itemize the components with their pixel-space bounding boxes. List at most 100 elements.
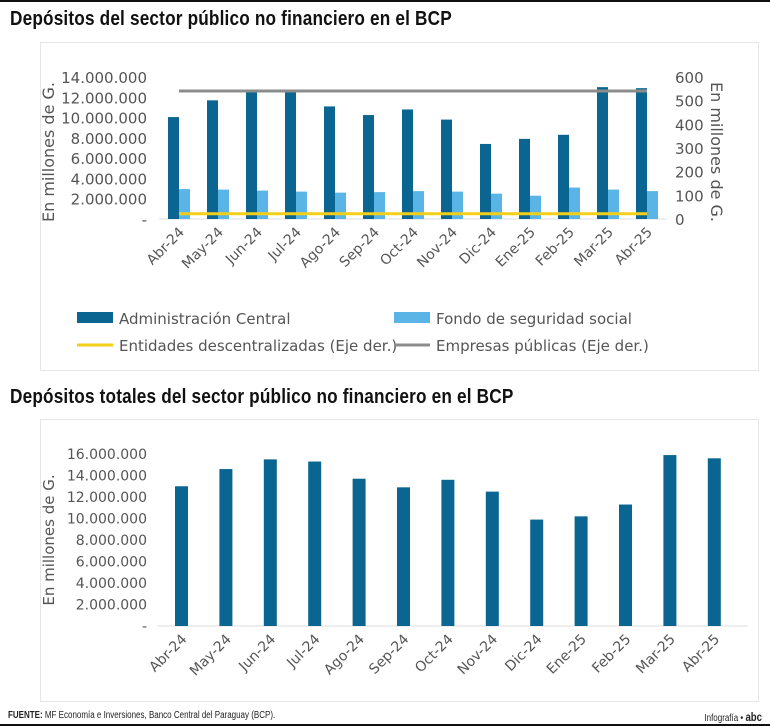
x-tick-label: May-24 bbox=[187, 631, 235, 679]
bar-total bbox=[485, 491, 499, 626]
bar-administracion-central bbox=[402, 109, 413, 219]
bar-total bbox=[441, 479, 455, 626]
y-tick-label: 6.000.000 bbox=[71, 150, 147, 168]
credit-text: Infografía • bbox=[704, 713, 744, 724]
x-tick-label: Oct-24 bbox=[377, 224, 422, 269]
bar-administracion-central bbox=[207, 100, 218, 219]
bar-fondo-seguridad-social bbox=[647, 191, 658, 219]
bar-administracion-central bbox=[519, 138, 530, 219]
bar-fondo-seguridad-social bbox=[335, 192, 346, 219]
source-text: MF Economía e Inversiones, Banco Central… bbox=[42, 710, 276, 721]
x-tick-label: Ago-24 bbox=[297, 224, 344, 271]
legend-label: Administración Central bbox=[119, 310, 291, 328]
x-tick-label: Ago-24 bbox=[321, 631, 368, 678]
x-tick-label: Feb-25 bbox=[589, 632, 634, 677]
bar-administracion-central bbox=[597, 87, 608, 219]
bar-administracion-central bbox=[441, 119, 452, 219]
chart2-panel: - 2.000.000 4.000.000 6.000.000 8.000.000 10.… bbox=[40, 419, 759, 702]
bar-administracion-central bbox=[480, 143, 491, 219]
bar-fondo-seguridad-social bbox=[452, 191, 463, 219]
y-axis-label: En millones de G. bbox=[41, 82, 58, 222]
chart1-svg: - 2.000.000 4.000.000 6.000.000 8.000.000 10.… bbox=[39, 69, 726, 355]
bar-fondo-seguridad-social bbox=[569, 187, 580, 219]
x-tick-label: Nov-24 bbox=[414, 224, 461, 271]
y-tick-label: 4.000.000 bbox=[71, 170, 147, 188]
x-tick-label: Abr-25 bbox=[679, 632, 723, 676]
bar-fondo-seguridad-social bbox=[608, 189, 619, 219]
bar-administracion-central bbox=[168, 117, 179, 219]
y-tick-label: 10.000.000 bbox=[61, 110, 147, 128]
x-tick-label: Dic-24 bbox=[502, 631, 545, 674]
y-tick-label: 14.000.000 bbox=[61, 69, 147, 87]
bar-fondo-seguridad-social bbox=[491, 193, 502, 219]
x-tick-label: Nov-24 bbox=[455, 631, 502, 678]
x-tick-label: Abr-25 bbox=[612, 225, 656, 269]
x-tick-label: Feb-25 bbox=[533, 225, 578, 270]
y-right-tick-label: 500 bbox=[675, 93, 704, 111]
credit: Infografía • abc bbox=[704, 710, 762, 724]
x-tick-label: Ene-25 bbox=[544, 632, 590, 678]
y-tick-label: - bbox=[142, 619, 147, 635]
bar-fondo-seguridad-social bbox=[374, 192, 385, 219]
y-tick-label: 2.000.000 bbox=[71, 191, 147, 209]
bar-total bbox=[308, 461, 322, 626]
y-tick-label: 8.000.000 bbox=[71, 130, 147, 148]
x-tick-label: Jul-24 bbox=[283, 631, 323, 671]
bar-administracion-central bbox=[558, 134, 569, 219]
y-tick-label: 10.000.000 bbox=[67, 512, 147, 528]
x-tick-label: Ene-25 bbox=[493, 225, 539, 271]
bar-total bbox=[397, 487, 410, 626]
x-tick-label: Jun-24 bbox=[222, 224, 266, 268]
chart1-title: Depósitos del sector público no financie… bbox=[10, 8, 452, 30]
x-tick-label: Sep-24 bbox=[337, 224, 383, 270]
y-right-tick-label: 400 bbox=[675, 116, 704, 134]
y-right-tick-label: 0 bbox=[675, 211, 685, 229]
bar-administracion-central bbox=[324, 106, 335, 219]
y-tick-label: 6.000.000 bbox=[76, 555, 147, 571]
y-tick-label: 2.000.000 bbox=[76, 598, 147, 614]
y-axis-label: En millones de G. bbox=[41, 474, 58, 605]
y-right-tick-label: 300 bbox=[675, 140, 704, 158]
x-tick-label: Mar-25 bbox=[633, 632, 679, 678]
bar-total bbox=[619, 504, 632, 626]
bar-total bbox=[263, 459, 277, 626]
bar-total bbox=[663, 455, 677, 626]
y-right-tick-label: 100 bbox=[675, 187, 704, 205]
chart1-panel: - 2.000.000 4.000.000 6.000.000 8.000.000 10.… bbox=[39, 42, 759, 371]
bar-fondo-seguridad-social bbox=[218, 189, 229, 219]
y-tick-label: 16.000.000 bbox=[67, 447, 147, 463]
legend-swatch bbox=[77, 312, 113, 323]
bar-fondo-seguridad-social bbox=[257, 190, 268, 219]
y-tick-label: 8.000.000 bbox=[76, 533, 147, 549]
chart2-svg: - 2.000.000 4.000.000 6.000.000 8.000.000 10.… bbox=[40, 447, 748, 679]
y-tick-label: 14.000.000 bbox=[67, 469, 147, 485]
y-tick-label: 4.000.000 bbox=[76, 576, 147, 592]
y-right-tick-label: 600 bbox=[675, 69, 704, 87]
bar-fondo-seguridad-social bbox=[179, 189, 190, 219]
bar-total bbox=[530, 519, 544, 626]
y-tick-label: 12.000.000 bbox=[61, 89, 147, 107]
bar-administracion-central bbox=[363, 115, 374, 219]
source-note: FUENTE: MF Economía e Inversiones, Banco… bbox=[8, 710, 275, 721]
bar-total bbox=[219, 469, 233, 626]
bar-fondo-seguridad-social bbox=[413, 191, 424, 219]
source-label: FUENTE: bbox=[8, 710, 43, 721]
bar-administracion-central bbox=[636, 88, 647, 220]
bar-total bbox=[175, 486, 188, 626]
x-tick-label: Sep-24 bbox=[366, 631, 412, 677]
y-tick-label: - bbox=[142, 211, 147, 229]
bar-fondo-seguridad-social bbox=[296, 191, 307, 219]
legend-label: Empresas públicas (Eje der.) bbox=[436, 337, 649, 355]
x-tick-label: Jun-24 bbox=[235, 631, 279, 675]
bar-administracion-central bbox=[285, 92, 296, 219]
bar-administracion-central bbox=[246, 92, 257, 219]
legend-label: Fondo de seguridad social bbox=[436, 310, 632, 328]
bar-total bbox=[574, 516, 588, 626]
x-tick-label: Abr-24 bbox=[146, 631, 190, 675]
chart2-title: Depósitos totales del sector público no … bbox=[10, 386, 514, 408]
y-right-axis-label: En millones de G. bbox=[707, 82, 726, 222]
abc-logo: abc bbox=[745, 710, 762, 724]
x-tick-label: May-24 bbox=[179, 224, 227, 272]
x-tick-label: Oct-24 bbox=[412, 631, 457, 676]
